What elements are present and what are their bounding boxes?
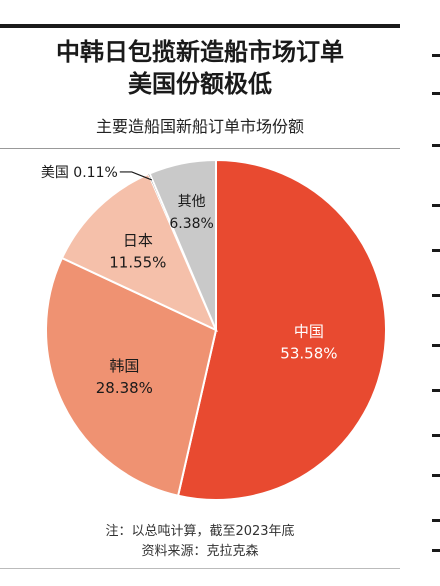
slice-name-label: 日本 — [123, 231, 153, 249]
top-rule — [0, 24, 400, 28]
slice-value-label: 53.58% — [280, 344, 337, 362]
pie-labels: 中国 53.58% 韩国 28.38% 日本 11.55% 美国 0.11% 其他 6.38% — [41, 165, 338, 397]
outside-slice-label: 美国 0.11% — [41, 165, 118, 181]
pie-slice-4 — [148, 158, 217, 331]
slice-name-label: 韩国 — [109, 357, 139, 375]
pie-slice-2 — [60, 172, 218, 333]
pie-slice-1 — [45, 256, 218, 497]
title-divider — [0, 148, 400, 149]
chart-title: 主要造船国新船订单市场份额 — [95, 117, 304, 136]
slice-name-label: 其他 — [178, 194, 206, 210]
adjacent-column-edge — [432, 44, 440, 564]
slice-value-label: 11.55% — [109, 253, 166, 271]
pie-chart: 中国 53.58% 韩国 28.38% 日本 11.55% 美国 0.11% 其他 6.38% — [41, 158, 387, 501]
slice-value-label: 6.38% — [169, 216, 213, 232]
slice-value-label: 28.38% — [96, 379, 153, 397]
headline: 中韩日包揽新造船市场订单 — [56, 38, 344, 66]
pie-slices — [45, 158, 387, 501]
source-note: 资料来源：克拉克森 — [141, 544, 259, 559]
footnote: 注：以总吨计算，截至2023年底 — [105, 524, 295, 539]
bottom-rule — [0, 568, 400, 569]
leader-line — [119, 171, 153, 181]
pie-slice-0 — [176, 158, 387, 501]
headline-subline: 美国份额极低 — [128, 70, 272, 98]
slice-name-label: 中国 — [294, 322, 324, 340]
